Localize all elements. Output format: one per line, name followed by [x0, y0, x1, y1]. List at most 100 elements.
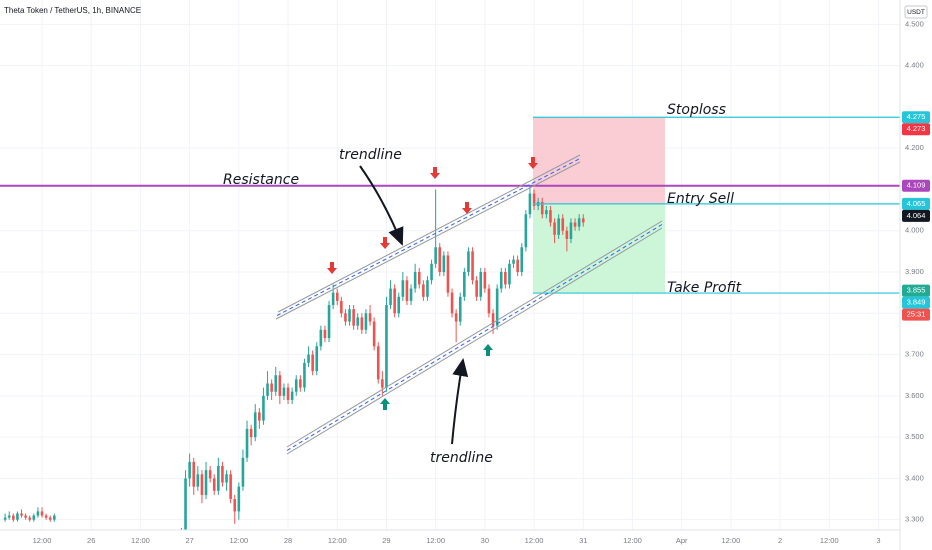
y-tick-label: 4.400	[905, 61, 924, 70]
chart-title: Theta Token / TetherUS, 1h, BINANCE	[4, 6, 141, 15]
candle-body	[16, 513, 19, 520]
candle-body	[495, 288, 499, 326]
candle-body	[438, 247, 442, 273]
candle-body	[557, 218, 560, 235]
candle-body	[3, 517, 7, 520]
candle-body	[7, 515, 11, 518]
candle-body	[524, 214, 528, 248]
price-tag-label: 4.275	[907, 112, 926, 121]
x-tick-label: Apr	[676, 536, 688, 545]
candle-body	[241, 457, 245, 487]
candle-body	[467, 251, 470, 273]
buy-arrows	[380, 344, 493, 410]
resistance-label: Resistance	[223, 172, 299, 188]
candle-body	[344, 313, 347, 322]
candle-body	[315, 346, 319, 372]
y-tick-label: 4.500	[905, 19, 924, 28]
candle-body	[212, 478, 216, 491]
candle-body	[450, 292, 454, 314]
candle-body	[184, 478, 187, 530]
candle-body	[393, 288, 396, 314]
candle-body	[262, 395, 265, 421]
candle-body	[397, 296, 401, 314]
price-tag	[902, 209, 930, 222]
candle-body	[413, 272, 417, 289]
candle-body	[434, 247, 437, 264]
candle-body	[581, 218, 585, 223]
candle-body	[28, 517, 32, 520]
y-tick-label: 4.200	[905, 143, 924, 152]
candle-body	[483, 272, 487, 289]
price-tag	[902, 197, 930, 210]
candle-body	[516, 259, 519, 273]
x-tick-label: 27	[185, 536, 193, 545]
annotation: trendline	[339, 147, 402, 163]
x-tick-label: 12:00	[131, 536, 150, 545]
candle-body	[352, 309, 355, 326]
y-tick-label: 3.600	[905, 391, 924, 400]
price-tag-label: 3.855	[907, 286, 926, 295]
x-tick-label: 28	[284, 536, 292, 545]
candle-body	[299, 379, 302, 388]
candle-body	[356, 317, 360, 326]
candle-body	[258, 412, 261, 421]
candle-body	[573, 222, 577, 227]
price-tag-label: 4.109	[907, 181, 926, 190]
candle-body	[549, 210, 552, 223]
currency-box	[904, 5, 928, 19]
candle-body	[221, 466, 224, 483]
x-tick-label: 31	[579, 536, 587, 545]
channel-lower	[286, 220, 663, 455]
candle-body	[577, 218, 581, 227]
x-tick-label: 30	[481, 536, 489, 545]
y-tick-label: 3.400	[905, 473, 924, 482]
candle-body	[504, 272, 507, 285]
x-tick-label: 12:00	[33, 536, 52, 545]
candle-body	[512, 259, 515, 264]
candle-body	[48, 517, 52, 520]
axes: 4.5004.4004.2004.0003.9003.8003.7003.600…	[33, 19, 930, 545]
candle-body	[196, 474, 200, 487]
entry-label: Entry Sell	[667, 191, 734, 207]
candle-body	[561, 218, 565, 231]
candle-body	[475, 280, 478, 297]
candle-body	[294, 379, 298, 392]
candle-body	[553, 222, 556, 235]
channel-upper	[275, 154, 581, 320]
y-tick-label: 3.300	[905, 515, 924, 524]
candle-body	[12, 515, 15, 520]
candle-body	[426, 280, 429, 297]
candle-body	[311, 354, 314, 372]
candle-body	[237, 486, 241, 512]
y-tick-label: 3.900	[905, 267, 924, 276]
candle-body	[286, 387, 290, 400]
levels	[0, 116, 900, 294]
candle-body	[327, 305, 331, 339]
candle-body	[188, 461, 191, 479]
candle-body	[569, 222, 573, 239]
candle-body	[323, 329, 327, 339]
candle-body	[463, 272, 466, 297]
candle-body	[405, 280, 409, 301]
candle-body	[364, 313, 368, 330]
candle-body	[208, 470, 212, 479]
candle-body	[274, 375, 278, 392]
candle-body	[245, 428, 249, 458]
candle-body	[204, 470, 208, 495]
profit-zone	[533, 203, 665, 294]
candle-body	[36, 511, 40, 516]
price-tag-label: 4.064	[907, 211, 926, 220]
candle-body	[458, 296, 462, 322]
candle-body	[565, 230, 569, 239]
price-tag-label: 3.849	[907, 298, 926, 307]
candle-body	[528, 193, 532, 215]
candle-body	[372, 321, 376, 347]
price-tag	[902, 284, 930, 297]
x-tick-label: 26	[87, 536, 95, 545]
x-tick-label: 12:00	[229, 536, 248, 545]
candle-body	[24, 515, 27, 518]
candle-body	[422, 284, 425, 297]
candle-body	[499, 272, 503, 289]
candle-body	[331, 292, 335, 306]
